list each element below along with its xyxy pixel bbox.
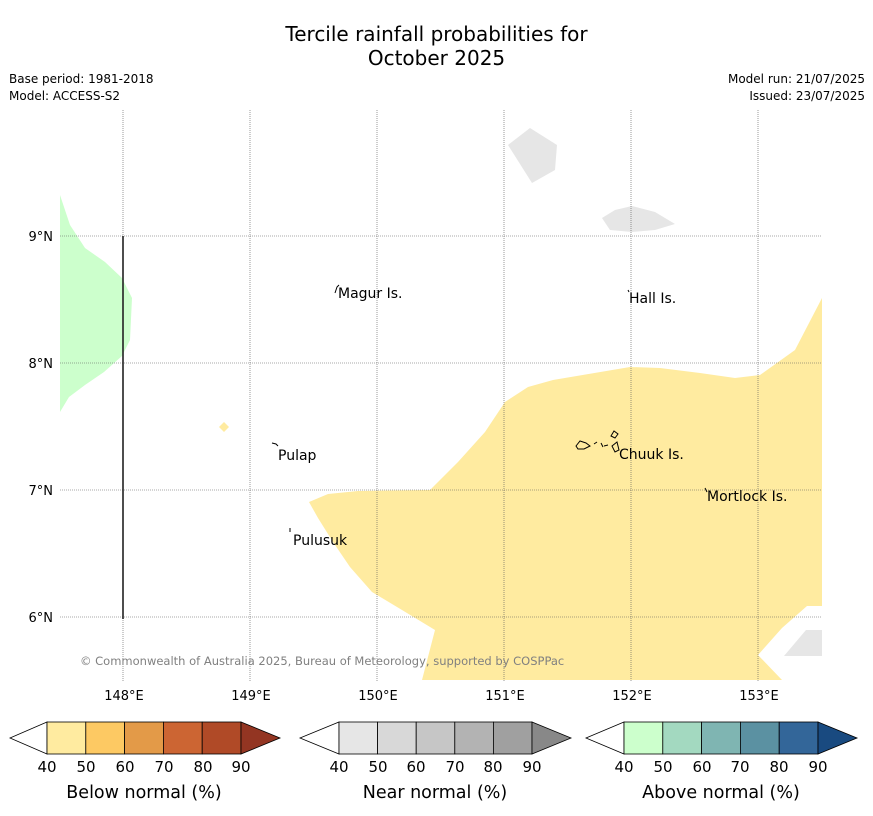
colorbar-below-normal-min-arrow <box>8 721 48 755</box>
island-mortlock <box>704 487 708 493</box>
map-title: Tercile rainfall probabilities for Octob… <box>0 22 873 70</box>
colorbar-above-normal-swatch <box>778 721 819 755</box>
gridlines <box>60 110 822 681</box>
colorbar-near-normal-tick: 90 <box>522 758 541 776</box>
place-labels: Magur Is. Hall Is. Pulap Chuuk Is. Mortl… <box>278 286 787 549</box>
colorbar-below-normal-label: Below normal (%) <box>66 783 221 803</box>
colorbar-above-normal-min-arrow <box>584 721 625 755</box>
lon-label-153e: 153°E <box>739 689 779 704</box>
island-hall <box>627 289 630 293</box>
colorbar-near-normal-swatch <box>454 721 494 755</box>
probability-regions <box>60 128 822 680</box>
near-normal-region-1 <box>508 128 557 183</box>
colorbar-above-normal-tick: 90 <box>808 758 827 776</box>
colorbar-near-normal-swatches <box>338 721 533 755</box>
title-line-2: October 2025 <box>367 46 506 70</box>
colorbar-above-normal-label: Above normal (%) <box>642 783 800 803</box>
place-label-mortlock: Mortlock Is. <box>707 489 787 505</box>
lon-label-151e: 151°E <box>485 689 525 704</box>
colorbar-below-normal-tick: 40 <box>37 758 56 776</box>
colorbar-below-normal-swatch <box>85 721 126 755</box>
model-run-text: Model run: 21/07/2025 <box>727 72 865 86</box>
lon-label-152e: 152°E <box>612 689 652 704</box>
colorbar-near-normal-min-arrow <box>298 721 340 755</box>
place-label-chuuk: Chuuk Is. <box>619 447 684 463</box>
place-label-pulap: Pulap <box>278 448 317 464</box>
colorbar-near-normal-swatch <box>377 721 417 755</box>
colorbar-below-normal-tick: 50 <box>76 758 95 776</box>
above-normal-region <box>60 195 132 412</box>
title-line-1: Tercile rainfall probabilities for <box>285 22 588 46</box>
lat-label-8n: 8°N <box>29 357 54 372</box>
colorbar-below-normal-tick: 60 <box>115 758 134 776</box>
lat-label-6n: 6°N <box>29 611 54 626</box>
lon-label-149e: 149°E <box>231 689 271 704</box>
copyright-text: © Commonwealth of Australia 2025, Bureau… <box>80 654 564 668</box>
lat-label-9n: 9°N <box>29 230 54 245</box>
place-label-pulusuk: Pulusuk <box>293 533 348 549</box>
colorbar-near-normal-tick: 80 <box>483 758 502 776</box>
place-label-hall: Hall Is. <box>629 291 676 307</box>
colorbar-near-normal-tick: 40 <box>329 758 348 776</box>
colorbar-below-normal-swatch <box>124 721 164 755</box>
colorbar-above-normal-tick: 70 <box>730 758 749 776</box>
lon-label-148e: 148°E <box>104 689 144 704</box>
colorbar-near-normal-max-arrow <box>531 721 573 755</box>
colorbar-above-normal-swatch <box>623 721 664 755</box>
colorbar-above-normal-swatch <box>701 721 741 755</box>
near-normal-region-2 <box>602 206 675 232</box>
colorbar-near-normal-swatch <box>338 721 378 755</box>
island-outlines <box>271 284 708 532</box>
lat-label-7n: 7°N <box>29 484 54 499</box>
lat-labels: 9°N 8°N 7°N 6°N <box>29 230 54 626</box>
lon-label-150e: 150°E <box>358 689 398 704</box>
colorbar-below-normal-swatch <box>162 721 203 755</box>
colorbar-below-normal-swatch <box>46 721 87 755</box>
island-pulap <box>271 442 279 447</box>
colorbar-near-normal-tick: 50 <box>368 758 387 776</box>
lon-labels: 148°E 149°E 150°E 151°E 152°E 153°E <box>104 689 779 704</box>
island-chuuk-lagoon <box>575 430 620 453</box>
colorbar-near-normal-tick: 60 <box>406 758 425 776</box>
near-normal-region-3 <box>784 630 822 656</box>
colorbar-above-normal-max-arrow <box>817 721 859 755</box>
colorbar-below-normal-swatch <box>201 721 242 755</box>
colorbar-near-normal-swatch <box>492 721 533 755</box>
colorbar-below-normal-max-arrow <box>240 721 282 755</box>
colorbar-below-normal-swatches <box>46 721 242 755</box>
colorbar-near-normal: 40 50 60 70 80 90 Near normal (%) <box>298 721 573 803</box>
model-text: Model: ACCESS-S2 <box>9 89 121 103</box>
colorbar-near-normal-tick: 70 <box>445 758 464 776</box>
colorbar-near-normal-swatch <box>415 721 456 755</box>
colorbar-above-normal-tick: 50 <box>653 758 672 776</box>
colorbar-below-normal-tick: 70 <box>154 758 173 776</box>
colorbar-above-normal-swatch <box>740 721 780 755</box>
colorbar-below-normal: 40 50 60 70 80 90 Below normal (%) <box>8 721 282 803</box>
colorbar-below-normal-tick: 80 <box>193 758 212 776</box>
island-magur <box>334 284 340 294</box>
colorbar-above-normal-tick: 60 <box>692 758 711 776</box>
colorbar-above-normal-tick: 40 <box>614 758 633 776</box>
issued-text: Issued: 23/07/2025 <box>749 89 865 103</box>
below-normal-region-small <box>219 422 229 432</box>
colorbar-above-normal-swatch <box>662 721 702 755</box>
colorbar-above-normal: 40 50 60 70 80 90 Above normal (%) <box>584 721 859 803</box>
colorbar-above-normal-tick: 80 <box>769 758 788 776</box>
colorbar-above-normal-swatches <box>623 721 819 755</box>
place-label-magur: Magur Is. <box>338 286 403 302</box>
metadata-right: Model run: 21/07/2025 Issued: 23/07/2025 <box>728 71 865 105</box>
base-period-text: Base period: 1981-2018 <box>9 72 154 86</box>
colorbar-below-normal-tick: 90 <box>231 758 250 776</box>
below-normal-region <box>309 298 822 680</box>
metadata-left: Base period: 1981-2018 Model: ACCESS-S2 <box>9 71 154 105</box>
colorbar-near-normal-label: Near normal (%) <box>363 783 508 803</box>
